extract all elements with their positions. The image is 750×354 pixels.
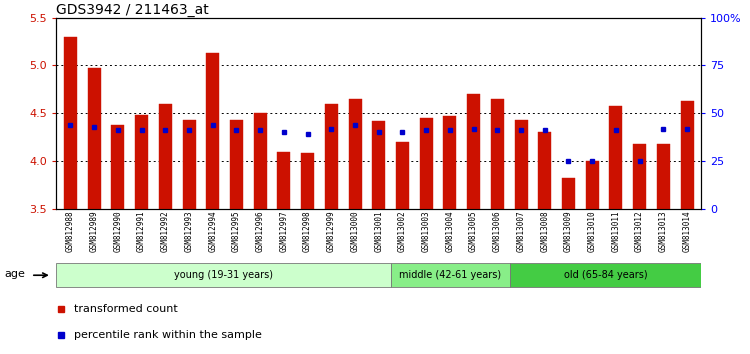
Text: GSM813014: GSM813014 <box>682 210 692 252</box>
Bar <box>586 161 598 209</box>
Bar <box>372 121 386 209</box>
Bar <box>278 152 290 209</box>
Bar <box>514 120 527 209</box>
Bar <box>657 144 670 209</box>
Text: age: age <box>4 269 26 279</box>
Text: GSM813006: GSM813006 <box>493 210 502 252</box>
Text: GSM813004: GSM813004 <box>446 210 454 252</box>
Text: GSM812994: GSM812994 <box>209 210 218 252</box>
Bar <box>396 142 409 209</box>
Text: GSM812996: GSM812996 <box>256 210 265 252</box>
Text: GSM813009: GSM813009 <box>564 210 573 252</box>
Text: GSM813013: GSM813013 <box>658 210 668 252</box>
Text: GSM812992: GSM812992 <box>160 210 170 252</box>
Bar <box>420 118 433 209</box>
Text: GSM812999: GSM812999 <box>327 210 336 252</box>
Text: GSM812993: GSM812993 <box>184 210 194 252</box>
Bar <box>135 115 148 209</box>
Text: GSM813010: GSM813010 <box>588 210 597 252</box>
Text: GSM812997: GSM812997 <box>280 210 289 252</box>
Bar <box>325 104 338 209</box>
Text: GSM813011: GSM813011 <box>611 210 620 252</box>
Bar <box>391 263 510 287</box>
Text: GSM812995: GSM812995 <box>232 210 241 252</box>
Text: transformed count: transformed count <box>74 304 178 314</box>
Text: GSM813005: GSM813005 <box>469 210 478 252</box>
Text: middle (42-61 years): middle (42-61 years) <box>399 270 502 280</box>
Text: old (65-84 years): old (65-84 years) <box>564 270 647 280</box>
Bar <box>490 99 504 209</box>
Text: GSM813008: GSM813008 <box>540 210 549 252</box>
Bar <box>538 132 551 209</box>
Bar <box>562 178 575 209</box>
Text: GDS3942 / 211463_at: GDS3942 / 211463_at <box>56 3 209 17</box>
Bar <box>467 94 480 209</box>
Bar <box>443 116 457 209</box>
Text: GSM812990: GSM812990 <box>113 210 122 252</box>
Text: GSM812998: GSM812998 <box>303 210 312 252</box>
Text: GSM813012: GSM813012 <box>635 210 644 252</box>
Text: GSM813001: GSM813001 <box>374 210 383 252</box>
Bar <box>254 113 267 209</box>
Bar <box>609 105 622 209</box>
Bar <box>510 263 701 287</box>
Text: percentile rank within the sample: percentile rank within the sample <box>74 330 262 340</box>
Bar <box>64 37 77 209</box>
Bar <box>230 120 243 209</box>
Text: GSM813000: GSM813000 <box>350 210 359 252</box>
Text: GSM813007: GSM813007 <box>517 210 526 252</box>
Bar <box>206 53 219 209</box>
Text: GSM812991: GSM812991 <box>137 210 146 252</box>
Text: GSM812989: GSM812989 <box>90 210 99 252</box>
Bar <box>112 125 125 209</box>
Text: GSM812988: GSM812988 <box>66 210 75 252</box>
Bar <box>680 101 694 209</box>
Bar <box>182 120 196 209</box>
Text: young (19-31 years): young (19-31 years) <box>174 270 273 280</box>
Bar <box>56 263 391 287</box>
Bar <box>159 104 172 209</box>
Bar <box>633 144 646 209</box>
Bar <box>349 99 361 209</box>
Text: GSM813003: GSM813003 <box>422 210 430 252</box>
Bar <box>88 68 100 209</box>
Text: GSM813002: GSM813002 <box>398 210 407 252</box>
Bar <box>301 153 314 209</box>
